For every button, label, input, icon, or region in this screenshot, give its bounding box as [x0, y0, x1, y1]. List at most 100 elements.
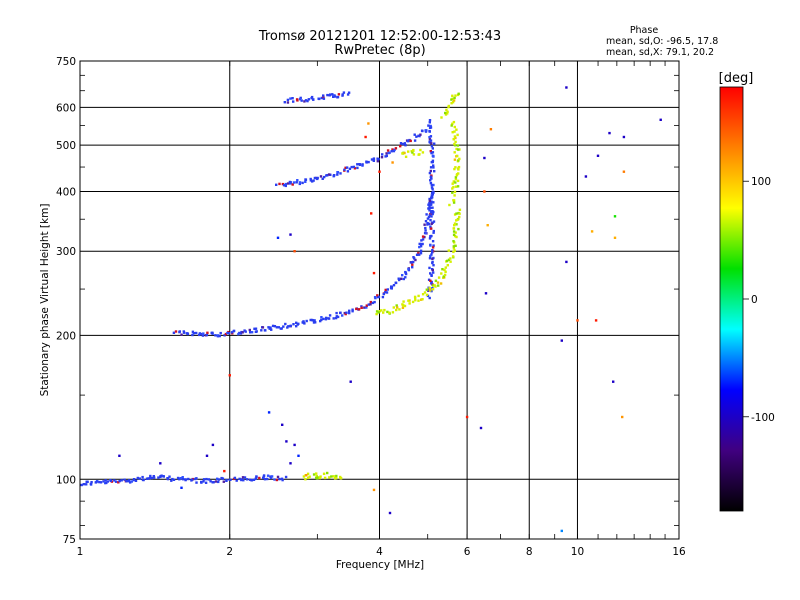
y-axis-ticks: 75 100 200 300 400 500 600 750 [56, 56, 679, 546]
o-trace-point [252, 478, 256, 481]
x-trace-point [402, 300, 405, 303]
o-trace-point [125, 480, 128, 483]
o-trace-point [427, 215, 431, 219]
o-trace-point [282, 184, 286, 187]
x-trace-point [453, 144, 457, 147]
x-trace-point [457, 165, 461, 169]
o-trace-point [433, 170, 436, 173]
o-trace-point [415, 253, 419, 256]
x-trace-point [453, 249, 456, 252]
o-trace-point [176, 476, 180, 480]
x-trace-point [452, 230, 456, 233]
o-trace-point [266, 477, 269, 481]
o-trace-point [216, 477, 219, 480]
x-trace-point [444, 113, 448, 116]
o-trace-point [295, 98, 299, 101]
o-trace-point [410, 261, 413, 264]
o-trace-point [382, 292, 385, 296]
o-trace-point [385, 154, 388, 158]
x-trace-point [412, 153, 416, 156]
o-trace-point [385, 152, 388, 155]
scatter-point [659, 118, 662, 121]
o-trace-point [280, 327, 283, 330]
colorbar-ticks: 100 0 -100 [743, 176, 775, 424]
o-trace-point [269, 326, 272, 329]
o-trace-point [180, 333, 183, 336]
o-trace-point [284, 184, 287, 188]
x-trace-point [398, 308, 401, 311]
x-trace-point [453, 158, 457, 161]
scatter-point [364, 135, 367, 139]
o-trace-point [138, 477, 141, 480]
colorbar-tick-label: 100 [751, 176, 771, 188]
o-trace-point [401, 142, 405, 146]
scatter-point [293, 443, 296, 447]
x-trace-point [453, 142, 456, 146]
x-trace-point [454, 166, 457, 169]
x-trace-point [330, 475, 333, 478]
x-trace-point [306, 472, 310, 475]
o-trace-point [376, 294, 379, 297]
o-trace-point [386, 149, 390, 152]
o-trace-point [299, 96, 302, 100]
x-trace-point [454, 140, 457, 144]
o-trace-point [286, 326, 289, 329]
o-trace-point [404, 276, 407, 279]
o-trace-point [149, 474, 152, 478]
o-trace-point [429, 139, 433, 142]
o-trace-point [266, 474, 270, 477]
x-trace-point [450, 124, 453, 127]
o-trace-point [423, 235, 426, 239]
o-trace-point [302, 321, 305, 324]
o-trace-point [420, 239, 423, 242]
o-trace-point [295, 181, 298, 184]
x-trace-point [304, 478, 307, 481]
o-trace-point [398, 278, 401, 282]
x-trace-point [413, 295, 417, 299]
o-trace-point [80, 483, 83, 487]
o-trace-point [348, 311, 351, 315]
o-trace-point [430, 253, 433, 256]
o-trace-point [339, 311, 342, 314]
o-trace-point [336, 96, 339, 99]
o-trace-point [404, 272, 408, 276]
o-trace-point [432, 229, 435, 233]
x-trace-point [315, 472, 318, 475]
x-trace-point [434, 279, 438, 282]
o-trace-point [191, 478, 194, 481]
x-trace-point [440, 272, 443, 275]
o-trace-point [433, 142, 436, 145]
o-trace-point [295, 325, 298, 328]
o-trace-point [407, 267, 410, 271]
o-trace-point [278, 182, 281, 186]
o-trace-point [421, 238, 425, 241]
o-trace-point [350, 165, 353, 169]
x-trace-point [457, 148, 460, 151]
x-trace-point [458, 215, 461, 219]
o-trace-point [171, 477, 174, 481]
o-trace-point [430, 191, 434, 195]
o-trace-point [432, 191, 435, 194]
scatter-point [293, 250, 296, 253]
x-trace-point [453, 224, 456, 227]
o-trace-point [426, 222, 429, 225]
o-trace-point [432, 220, 436, 223]
o-trace-point [105, 481, 108, 485]
x-trace-point [443, 273, 447, 277]
o-trace-point [267, 326, 270, 329]
o-trace-point [309, 179, 313, 182]
y-tick-label: 100 [56, 474, 76, 486]
x-tick-label: 2 [226, 546, 233, 558]
o-trace-point [417, 134, 420, 137]
o-trace-point [372, 157, 376, 160]
o-trace-point [325, 316, 328, 320]
o-trace-point [273, 325, 277, 328]
o-trace-point [429, 279, 432, 282]
o-trace-point [399, 145, 402, 148]
o-trace-point [428, 214, 431, 217]
scatter-point [372, 271, 376, 275]
x-trace-point [453, 167, 456, 171]
o-trace-point [328, 314, 332, 317]
x-trace-point [412, 148, 415, 152]
